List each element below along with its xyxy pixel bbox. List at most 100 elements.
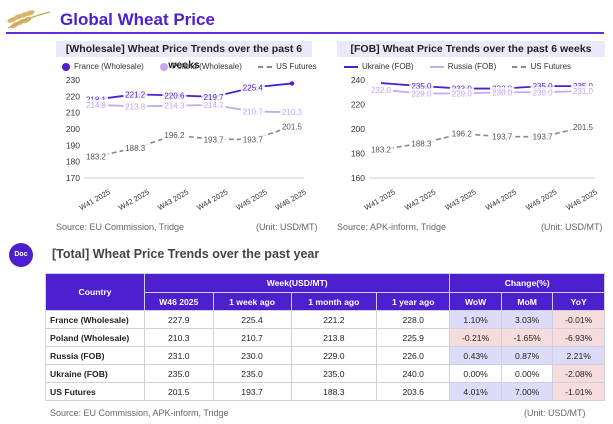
data-label: 201.5 xyxy=(573,123,594,132)
data-label: 188.3 xyxy=(411,139,432,148)
table-row: Russia (FOB) 231.0 230.0 229.0 226.0 0.43% 0.8… xyxy=(45,346,605,365)
y-tick-label: 240 xyxy=(351,75,365,85)
legend-label: Poland (Wholesale) xyxy=(172,62,242,71)
data-label: 193.7 xyxy=(204,135,225,144)
chart-source: Source: APK-inform, Tridge xyxy=(337,222,447,232)
country-cell: Ukraine (FOB) xyxy=(45,364,145,383)
data-label-bg xyxy=(123,143,148,154)
x-tick-label: W44 2025 xyxy=(484,187,518,212)
y-tick-label: 180 xyxy=(351,149,365,159)
legend-item-us-futures: US Futures xyxy=(512,62,571,71)
country-cell: US Futures xyxy=(45,382,145,401)
table-row: Poland (Wholesale) 210.3 210.7 213.8 225.9 -0… xyxy=(45,328,605,347)
data-label-bg xyxy=(240,82,265,93)
legend-label: France (Wholesale) xyxy=(74,62,144,71)
doc-badge-icon: Doc xyxy=(9,243,33,267)
fob-legend: Ukraine (FOB) Russia (FOB) US Futures xyxy=(344,62,585,71)
data-label-bg xyxy=(409,81,434,92)
change-cell: -1.65% xyxy=(500,328,554,347)
data-label-bg xyxy=(369,84,393,95)
title-divider xyxy=(6,32,604,34)
x-tick-label: W43 2025 xyxy=(156,187,190,212)
change-cell: -0.01% xyxy=(552,310,605,329)
data-label-bg xyxy=(530,131,555,142)
column-header-country: Country xyxy=(45,273,145,311)
series-end-point xyxy=(289,81,295,86)
data-label-bg xyxy=(530,87,555,98)
legend-item-ukraine: Ukraine (FOB) xyxy=(344,62,414,71)
price-cell: 227.9 xyxy=(144,310,214,329)
x-tick-label: W45 2025 xyxy=(524,187,558,212)
change-cell: 7.00% xyxy=(500,382,554,401)
data-label-bg xyxy=(449,88,474,99)
price-cell: 225.9 xyxy=(376,328,451,347)
price-cell: 210.3 xyxy=(144,328,214,347)
data-label-bg xyxy=(449,128,474,139)
price-cell: 240.0 xyxy=(376,364,451,383)
y-tick-label: 220 xyxy=(351,100,365,110)
data-label-bg xyxy=(162,100,187,111)
table-unit: (Unit: USD/MT) xyxy=(524,408,586,418)
data-label: 235.0 xyxy=(533,82,554,91)
change-cell: -1.01% xyxy=(552,382,605,401)
data-label: 196.2 xyxy=(452,130,473,139)
wholesale-line-chart: 170 180 190 200 210 220 230 W41 2025 W42 2025 W43… xyxy=(66,75,308,212)
price-cell: 229.0 xyxy=(290,346,378,365)
data-label: 225.4 xyxy=(243,84,264,93)
data-label-bg xyxy=(409,88,434,99)
x-tick-label: W42 2025 xyxy=(117,187,151,212)
data-label-bg xyxy=(490,131,515,142)
data-label: 235.0 xyxy=(411,82,432,91)
price-cell: 210.7 xyxy=(212,328,292,347)
group-header-change: Change(%) xyxy=(449,273,605,293)
table-row: Ukraine (FOB) 235.0 235.0 235.0 240.0 0.00% 0.… xyxy=(45,364,605,383)
table-source: Source: EU Commission, APK-inform, Tridg… xyxy=(50,408,229,418)
change-cell: -2.08% xyxy=(552,364,605,383)
change-cell: 4.01% xyxy=(449,382,502,401)
summary-table: Country Week(USD/MT) Change(%) W46 2025 … xyxy=(45,273,605,401)
change-cell: 3.03% xyxy=(500,310,554,329)
y-tick-label: 180 xyxy=(66,157,80,167)
legend-item-france: France (Wholesale) xyxy=(62,62,144,71)
y-tick-label: 200 xyxy=(66,124,80,134)
price-cell: 235.0 xyxy=(212,364,292,383)
legend-label: US Futures xyxy=(530,62,571,71)
legend-item-us-futures: US Futures xyxy=(258,62,317,71)
data-label: 210.7 xyxy=(243,108,264,117)
legend-marker xyxy=(258,65,273,68)
data-label-bg xyxy=(280,121,304,132)
y-tick-label: 200 xyxy=(351,124,365,134)
price-cell: 188.3 xyxy=(290,382,378,401)
data-label: 229.0 xyxy=(411,89,432,98)
data-label: 221.2 xyxy=(125,90,146,99)
data-label: 193.7 xyxy=(492,133,513,142)
price-cell: 201.5 xyxy=(144,382,214,401)
column-header: WoW xyxy=(449,292,502,311)
y-tick-label: 170 xyxy=(66,173,80,183)
price-cell: 231.0 xyxy=(144,346,214,365)
data-label: 196.2 xyxy=(164,131,185,140)
data-label: 188.3 xyxy=(125,144,146,153)
data-label-bg xyxy=(530,81,555,92)
data-label-bg xyxy=(123,101,148,112)
data-label: 193.7 xyxy=(243,135,264,144)
x-tick-label: W45 2025 xyxy=(234,187,268,212)
data-label-bg xyxy=(240,134,265,145)
table-group-header-row: Country Week(USD/MT) Change(%) xyxy=(45,273,605,311)
data-label: 229.0 xyxy=(452,89,473,98)
price-cell: 221.2 xyxy=(290,310,378,329)
chart-unit: (Unit: USD/MT) xyxy=(256,222,318,232)
data-label: 201.5 xyxy=(282,123,303,132)
legend-marker xyxy=(512,65,527,68)
section-title: [Total] Wheat Price Trends over the past… xyxy=(52,247,320,261)
data-label: 231.0 xyxy=(573,87,594,96)
data-label: 183.2 xyxy=(86,152,107,161)
y-tick-label: 210 xyxy=(66,108,80,118)
y-tick-label: 190 xyxy=(66,140,80,150)
data-label-bg xyxy=(123,89,148,100)
group-header-week: Week(USD/MT) xyxy=(143,273,451,293)
y-tick-label: 160 xyxy=(351,173,365,183)
change-cell: 0.87% xyxy=(500,346,554,365)
legend-label: Russia (FOB) xyxy=(447,62,497,71)
price-cell: 213.8 xyxy=(290,328,378,347)
